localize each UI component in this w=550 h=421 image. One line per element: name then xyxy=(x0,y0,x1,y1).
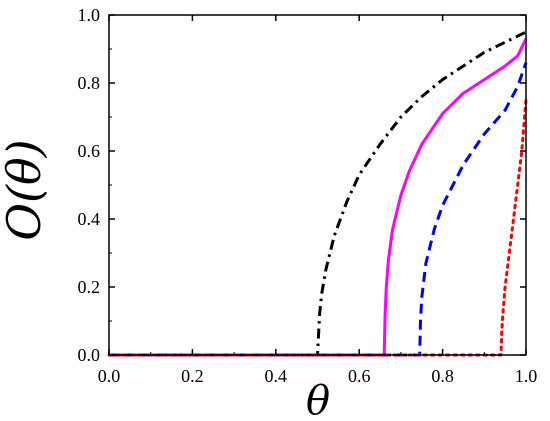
y-tick-label: 0.4 xyxy=(78,209,101,229)
x-tick-label: 0.4 xyxy=(265,366,288,386)
y-tick-label: 1.0 xyxy=(78,5,101,25)
x-tick-label: 0.8 xyxy=(431,366,454,386)
series-layer xyxy=(107,30,528,357)
y-tick-label: 0.6 xyxy=(78,141,101,161)
y-tick-label: 0.2 xyxy=(78,277,101,297)
y-axis-label: O(θ) xyxy=(0,139,51,240)
y-tick-label: 0.8 xyxy=(78,73,101,93)
series-line-2 xyxy=(109,38,528,357)
x-tick-label: 0.2 xyxy=(181,366,204,386)
ticks-layer: 0.0 0.2 0.4 0.6 0.8 1.0 0.0 0.2 0.4 0.6 0.8 1.0 xyxy=(78,5,538,386)
series-line-3 xyxy=(109,62,528,357)
x-axis-label: θ xyxy=(306,378,330,421)
x-tick-label: 0.6 xyxy=(348,366,371,386)
series-line-1 xyxy=(109,30,527,357)
series-line-4 xyxy=(107,98,528,357)
x-tick-label: 0.0 xyxy=(98,366,121,386)
y-tick-label: 0.0 xyxy=(78,345,101,365)
x-tick-label: 1.0 xyxy=(515,366,538,386)
